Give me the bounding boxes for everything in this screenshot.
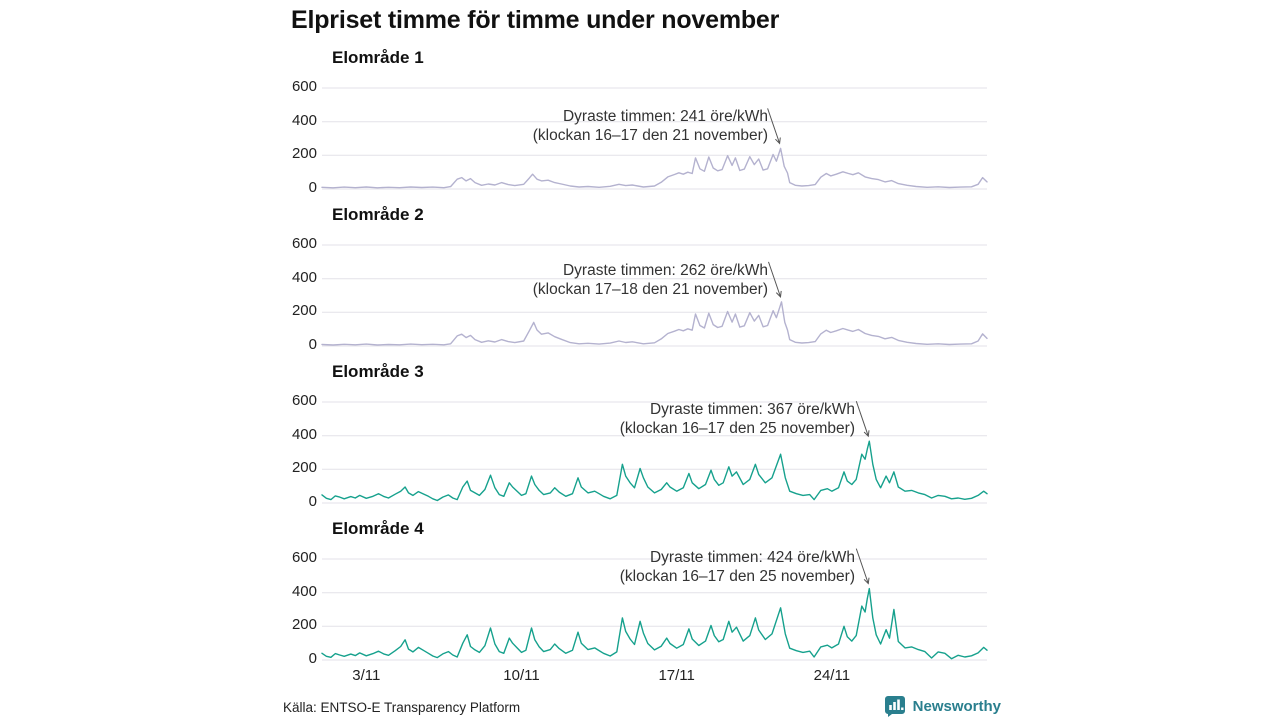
chart-1-subtitle: Elområde 1 xyxy=(332,48,424,67)
y-tick-label: 200 xyxy=(291,459,317,477)
x-tick-label: 17/11 xyxy=(658,667,695,684)
annotation-line-2: (klockan 16–17 den 25 november) xyxy=(619,568,855,585)
chart-3-subtitle: Elområde 3 xyxy=(332,362,424,381)
y-tick-label: 200 xyxy=(291,616,317,634)
chart-2-line-chart xyxy=(321,244,988,347)
y-tick-label: 0 xyxy=(308,336,317,353)
annotation-line-1: Dyraste timmen: 424 öre/kWh xyxy=(649,549,855,566)
chart-3-peak-annotation: Dyraste timmen: 367 öre/kWh (klockan 16–… xyxy=(620,400,855,438)
y-tick-label: 400 xyxy=(291,268,317,286)
y-tick-label: 200 xyxy=(291,145,317,163)
chart-4-peak-annotation: Dyraste timmen: 424 öre/kWh (klockan 16–… xyxy=(620,548,855,586)
y-tick-label: 400 xyxy=(291,111,317,129)
chart-3-line-chart xyxy=(321,401,988,504)
y-tick-label: 200 xyxy=(291,302,317,320)
x-tick-label: 3/11 xyxy=(352,667,381,684)
chart-1-peak-annotation: Dyraste timmen: 241 öre/kWh (klockan 16–… xyxy=(533,107,768,145)
newsworthy-logo-icon xyxy=(884,696,905,717)
annotation-line-2: (klockan 17–18 den 21 november) xyxy=(532,281,768,298)
source-caption: Källa: ENTSO-E Transparency Platform xyxy=(283,700,521,715)
y-tick-label: 600 xyxy=(291,78,317,95)
page-title: Elpriset timme för timme under november xyxy=(291,6,780,34)
y-tick-label: 400 xyxy=(291,425,317,443)
annotation-line-2: (klockan 16–17 den 21 november) xyxy=(532,127,768,144)
x-tick-label: 24/11 xyxy=(813,667,851,684)
y-tick-label: 0 xyxy=(308,179,317,196)
y-tick-label: 0 xyxy=(308,493,317,510)
annotation-line-1: Dyraste timmen: 367 öre/kWh xyxy=(649,401,855,418)
annotation-line-2: (klockan 16–17 den 25 november) xyxy=(619,420,855,437)
chart-2-subtitle: Elområde 2 xyxy=(332,205,424,224)
y-tick-label: 400 xyxy=(291,582,317,600)
newsworthy-logo-text: Newsworthy xyxy=(912,697,1001,715)
newsworthy-brand: Newsworthy xyxy=(884,695,1001,717)
annotation-line-1: Dyraste timmen: 262 öre/kWh xyxy=(562,262,768,279)
y-tick-label: 600 xyxy=(291,235,317,252)
chart-2-peak-annotation: Dyraste timmen: 262 öre/kWh (klockan 17–… xyxy=(533,261,768,299)
chart-4-subtitle: Elområde 4 xyxy=(332,519,424,538)
x-tick-label: 10/11 xyxy=(503,667,540,684)
annotation-line-1: Dyraste timmen: 241 öre/kWh xyxy=(562,108,768,125)
y-tick-label: 0 xyxy=(308,650,317,667)
y-tick-label: 600 xyxy=(291,392,317,409)
chart-4-line-chart xyxy=(321,548,988,661)
y-tick-label: 600 xyxy=(291,549,317,566)
chart-1-line-chart xyxy=(321,87,988,190)
